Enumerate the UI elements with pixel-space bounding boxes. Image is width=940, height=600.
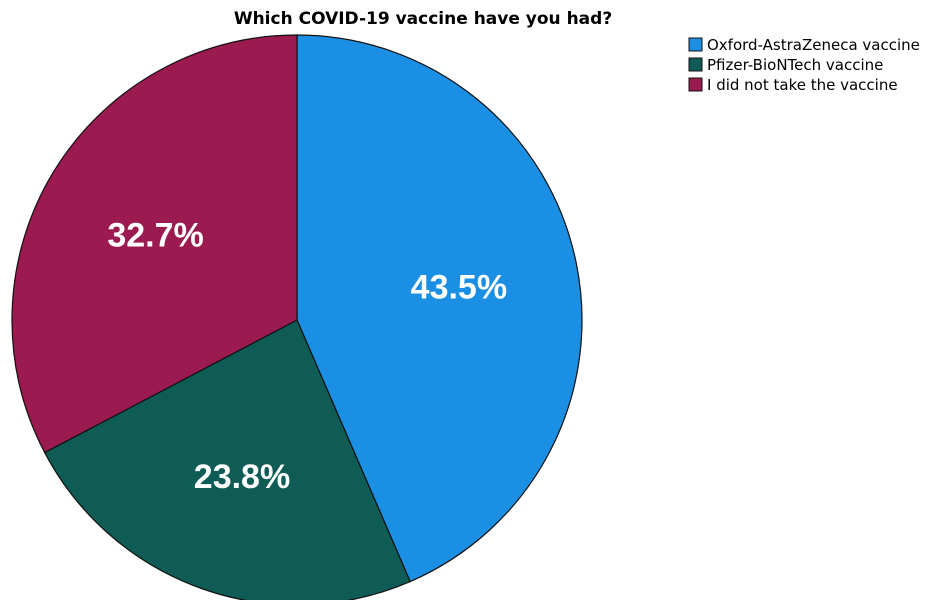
legend-swatch — [688, 57, 703, 72]
pie-slice — [296, 34, 583, 583]
pie-slice-value-label: 23.8% — [194, 458, 290, 496]
legend-label: Oxford-AstraZeneca vaccine — [707, 36, 920, 54]
pie-slices — [11, 34, 583, 600]
legend-swatch — [688, 37, 703, 52]
legend-label: Pfizer-BioNTech vaccine — [707, 56, 883, 74]
pie-slice — [11, 34, 298, 454]
pie-slice-value-label: 43.5% — [411, 268, 507, 306]
chart-title: Which COVID-19 vaccine have you had? — [234, 9, 612, 29]
legend-label: I did not take the vaccine — [707, 76, 898, 94]
pie-slice-value-label: 32.7% — [107, 217, 203, 255]
legend-swatch — [688, 77, 703, 92]
pie-slice — [43, 319, 411, 600]
pie-value-labels: 43.5% 23.8% 32.7% — [107, 217, 507, 496]
legend: Oxford-AstraZeneca vaccine Pfizer-BioNTec… — [688, 36, 920, 94]
